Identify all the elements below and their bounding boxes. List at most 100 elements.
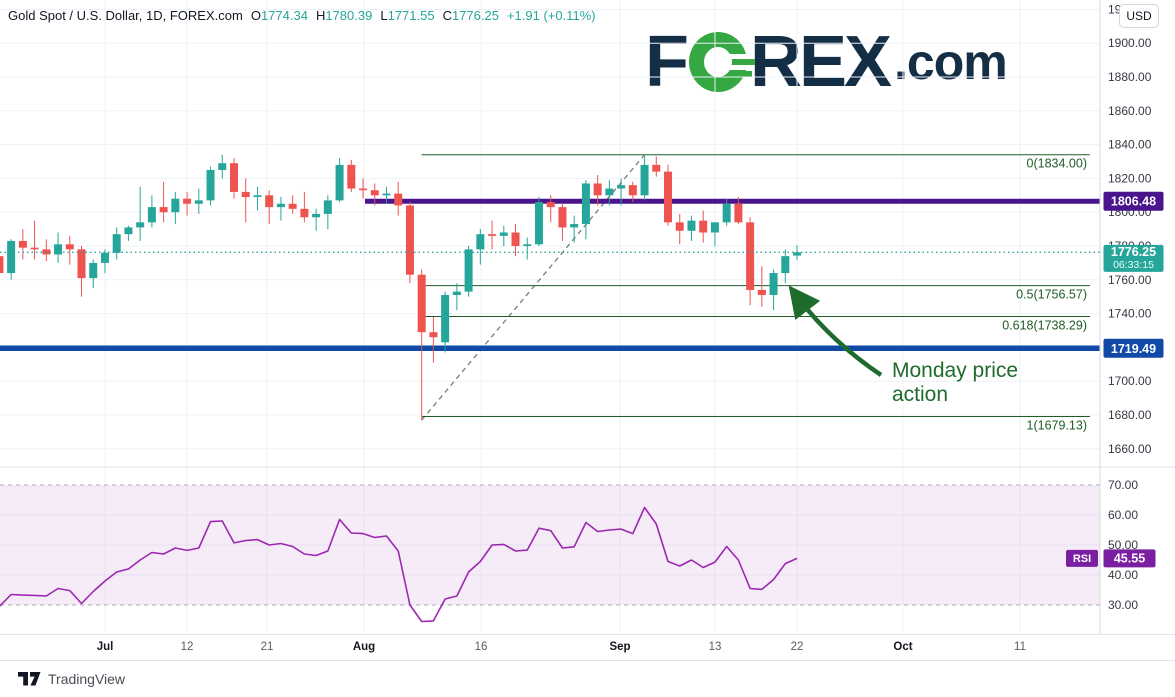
fib-level-label: 1(1679.13) [1027,418,1087,432]
candle-Aug-10 [429,316,438,363]
price-tick-label: 1760.00 [1108,273,1152,287]
time-tick-Sep: Sep [609,641,631,653]
candle-Aug-4 [382,186,391,204]
resistance-price-badge [1103,191,1164,211]
candle-Sep-9 [687,215,696,241]
candle-Jul-1 [100,249,109,274]
candle-Aug-17 [488,220,497,250]
price-tick-label: 1880.00 [1108,70,1152,84]
candle-Aug-5 [394,181,403,216]
symbol-title: Gold Spot / U.S. Dollar, 1D, FOREX.com [8,8,243,23]
resistance-price-badge-text: 1806.48 [1111,195,1156,209]
currency-unit-button[interactable]: USD [1119,4,1159,28]
rsi-tick-label: 60.00 [1108,508,1138,522]
time-tick-21: 21 [260,641,274,653]
forex-logo-com: .com [894,34,1008,90]
chart-canvas[interactable]: 0(1834.00) 0.5(1756.57) 0.618(1738.29) 1(16… [0,0,1175,634]
candle-Aug-9 [417,269,426,421]
price-tick-label: 1680.00 [1108,408,1152,422]
candle-Aug-24 [546,195,555,223]
candle-Sep-20 [769,269,778,311]
time-tick-22: 22 [790,641,804,653]
candle-Jul-12 [183,191,192,216]
candle-Jun-23 [30,220,39,260]
candle-Aug-26 [570,215,579,243]
price-tick-label: 1900.00 [1108,36,1152,50]
ohlc-low: L1771.55 [380,8,435,23]
candle-Jul-2 [112,227,121,260]
price-tick-label: 1660.00 [1108,442,1152,456]
candle-Jun-28 [65,235,74,265]
candle-Aug-30 [593,175,602,206]
candle-Jul-14 [206,166,215,206]
candle-Sep-15 [734,196,743,225]
candle-Jun-29 [77,246,86,297]
rsi-band [0,485,1100,605]
time-tick-11: 11 [1014,641,1026,653]
candle-Jul-9 [171,191,180,225]
candle-Jul-20 [253,186,262,211]
price-tick-label: 1860.00 [1108,104,1152,118]
rsi-tick-label: 70.00 [1108,478,1138,492]
rsi-line [0,506,798,623]
support-price-badge-text: 1719.49 [1111,342,1156,356]
candle-Jul-8 [159,181,168,223]
candle-Sep-1 [617,178,626,206]
ohlc-open: O1774.34 [250,8,308,23]
current-price-badge-text: 1776.25 [1111,245,1156,259]
candle-Sep-21 [781,249,790,284]
price-tick-label: 1820.00 [1108,171,1152,185]
time-tick-Jul: Jul [96,641,114,653]
candle-Jun-30 [89,259,98,289]
rsi-label-badge [1066,549,1098,567]
fib-retracement-tool[interactable]: 0(1834.00) 0.5(1756.57) 0.618(1738.29) 1(16… [421,154,1090,433]
annotation-group[interactable]: Monday price action [788,285,1018,406]
rsi-pane [0,484,1100,623]
tradingview-logo-icon [18,672,41,686]
annotation-text-line2[interactable]: action [892,383,948,406]
annotation-arrow-icon[interactable] [788,285,883,377]
rsi-label-badge-text: RSI [1073,553,1091,565]
candle-Jul-22 [276,196,285,221]
candle-Jun-21 [7,239,16,280]
candle-Sep-7 [664,164,673,226]
forex-logo-f: F [645,22,689,102]
candle-Aug-16 [476,229,485,265]
candle-Jul-28 [323,195,332,230]
rsi-tick-label: 40.00 [1108,568,1138,582]
forex-com-logo: F REX .com [645,22,1008,102]
fib-level-label: 0.618(1738.29) [1002,318,1087,332]
ohlc-close: C1776.25 [442,8,499,23]
time-tick-13: 13 [708,641,722,653]
candle-Aug-31 [605,180,614,206]
candle-Jun-24 [42,239,51,262]
price-tick-label: 1700.00 [1108,374,1152,388]
candle-Sep-3 [640,154,649,201]
candle-Jul-16 [230,158,238,199]
rsi-tick-label: 30.00 [1108,598,1138,612]
rsi-value-badge-text: 45.55 [1114,551,1145,565]
candle-Jul-6 [136,186,145,241]
candle-Jun-18 [0,256,4,274]
current-price-badge [1103,244,1164,272]
tradingview-brand[interactable]: TradingView [18,671,125,687]
candle-Sep-10 [699,210,708,243]
fib-level-label: 0(1834.00) [1027,157,1087,171]
horizontal-level-lines[interactable] [0,198,1100,352]
candle-Jul-30 [347,159,356,192]
candle-Jul-13 [194,188,203,214]
annotation-text-line1[interactable]: Monday price [892,359,1018,382]
candle-Jul-26 [300,191,309,223]
candle-Aug-12 [452,283,461,311]
time-tick-16: 16 [474,641,488,653]
price-tick-label: 1840.00 [1108,138,1152,152]
time-tick-Oct: Oct [893,641,913,653]
candle-Sep-16 [746,217,755,306]
time-scale[interactable]: Jul 12 21 Aug 16 Sep 13 22 Oct 11 [0,634,1175,660]
candle-Aug-6 [405,202,414,284]
candle-Aug-19 [511,224,520,257]
candle-Jul-5 [124,225,133,241]
candlestick-series [0,154,802,421]
